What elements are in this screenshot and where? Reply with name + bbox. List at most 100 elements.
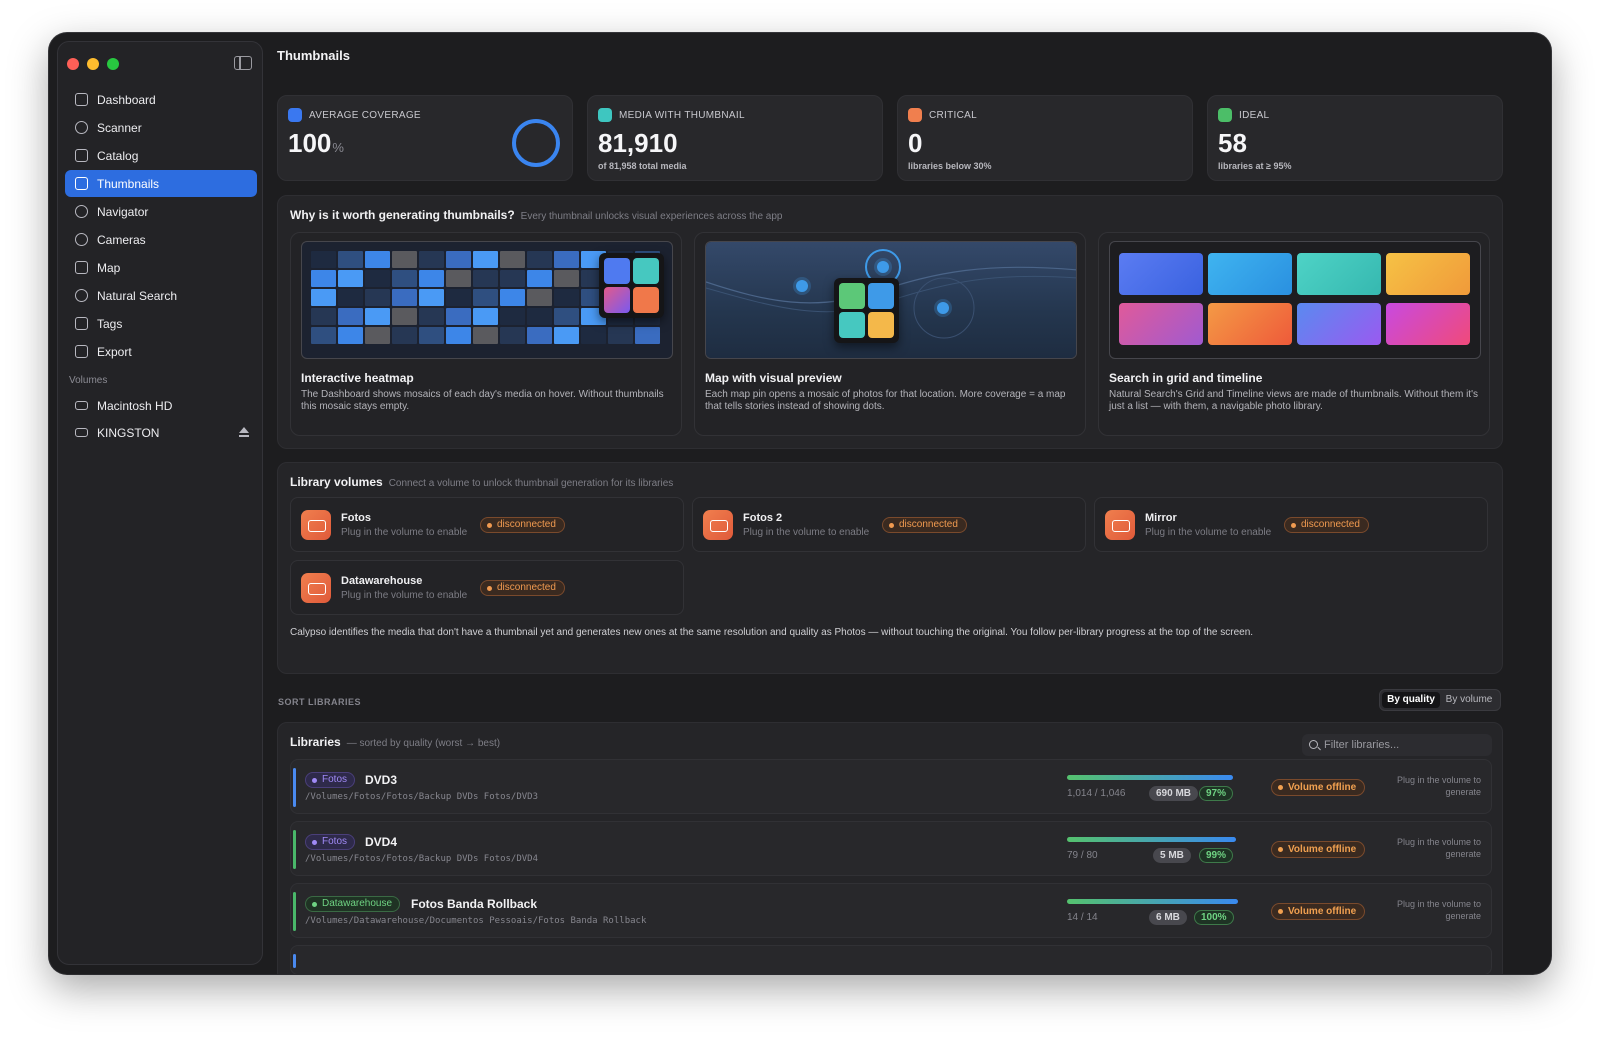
libraries-subtitle: — sorted by quality (worst → best)	[346, 738, 501, 749]
sort-segmented-control: By quality By volume	[1379, 689, 1501, 711]
coverage-ring	[512, 119, 560, 167]
main-content: Thumbnails AVERAGE COVERAGE 100% MEDIA W…	[277, 33, 1551, 974]
heatmap-cell	[473, 289, 498, 306]
search-grid-illustration	[1109, 241, 1481, 359]
sidebar-item-tags[interactable]: Tags	[65, 310, 257, 337]
volume-offline-badge: Volume offline	[1271, 841, 1366, 858]
feature-desc: The Dashboard shows mosaics of each day'…	[301, 389, 664, 412]
checkmark-icon	[1218, 108, 1232, 122]
filter-libraries-input[interactable]: Filter libraries...	[1302, 734, 1492, 756]
sidebar-item-navigator[interactable]: Navigator	[65, 198, 257, 225]
volume-card-datawarehouse[interactable]: Datawarehouse Plug in the volume to enab…	[290, 560, 684, 615]
map-illustration	[705, 241, 1077, 359]
broadcast-icon	[75, 121, 88, 134]
close-window-button[interactable]	[67, 58, 79, 70]
sidebar-volume-macintosh-hd[interactable]: Macintosh HD	[65, 392, 257, 419]
feature-card-heatmap: Interactive heatmap The Dashboard shows …	[290, 232, 682, 436]
feature-card-map: Map with visual preview Each map pin ope…	[694, 232, 1086, 436]
libraries-panel: Libraries — sorted by quality (worst → be…	[277, 722, 1503, 974]
heatmap-cell	[338, 270, 363, 287]
heatmap-cell	[446, 289, 471, 306]
heatmap-cell	[473, 270, 498, 287]
zoom-window-button[interactable]	[107, 58, 119, 70]
drive-icon	[75, 428, 88, 437]
sidebar-item-scanner[interactable]: Scanner	[65, 114, 257, 141]
sidebar-toggle-icon[interactable]	[234, 56, 252, 70]
coverage-progress-bar	[1067, 899, 1238, 904]
status-badge: disconnected	[1284, 517, 1369, 533]
sidebar-item-label: Cameras	[97, 232, 146, 247]
heatmap-cell	[446, 327, 471, 344]
generate-note: Plug in the volume to generate	[1396, 837, 1481, 859]
sidebar-item-cameras[interactable]: Cameras	[65, 226, 257, 253]
drive-icon	[301, 510, 331, 540]
why-title: Why is it worth generating thumbnails?	[290, 208, 515, 222]
sidebar-item-label: Export	[97, 344, 132, 359]
sidebar-item-export[interactable]: Export	[65, 338, 257, 365]
library-row[interactable]: Fotos DVD4 /Volumes/Fotos/Fotos/Backup D…	[290, 821, 1492, 876]
heatmap-cell	[392, 308, 417, 325]
minimize-window-button[interactable]	[87, 58, 99, 70]
why-subtitle: Every thumbnail unlocks visual experienc…	[520, 211, 783, 222]
volume-card-mirror[interactable]: Mirror Plug in the volume to enable disc…	[1094, 497, 1488, 552]
page-title: Thumbnails	[277, 48, 350, 63]
heatmap-cell	[365, 308, 390, 325]
coverage-percent-badge: 99%	[1199, 848, 1234, 863]
sidebar-item-thumbnails[interactable]: Thumbnails	[65, 170, 257, 197]
map-mosaic-popover	[834, 278, 899, 343]
libraries-title: Libraries	[290, 735, 341, 749]
heatmap-cell	[554, 308, 579, 325]
heatmap-cell	[500, 289, 525, 306]
heatmap-cell	[365, 251, 390, 268]
heatmap-cell	[338, 251, 363, 268]
kpi-media-with-thumbnail: MEDIA WITH THUMBNAIL 81,910 of 81,958 to…	[587, 95, 883, 181]
library-row[interactable]	[290, 945, 1492, 974]
heatmap-cell	[608, 327, 633, 344]
heatmap-mosaic-popover	[599, 253, 664, 318]
grid-icon	[75, 93, 88, 106]
library-path: /Volumes/Fotos/Fotos/Backup DVDs Fotos/D…	[305, 792, 538, 802]
map-pin-icon	[796, 280, 808, 292]
kpi-critical: CRITICAL 0 libraries below 30%	[897, 95, 1193, 181]
exclamation-icon	[908, 108, 922, 122]
heatmap-cell	[419, 270, 444, 287]
volumes-title: Library volumes	[290, 475, 383, 489]
sidebar-volume-label: KINGSTON	[97, 425, 160, 440]
heatmap-cell	[527, 308, 552, 325]
sort-libraries-label: SORT LIBRARIES	[278, 697, 362, 707]
volume-sub: Plug in the volume to enable	[1145, 527, 1272, 538]
sidebar-volume-kingston[interactable]: KINGSTON	[65, 419, 257, 446]
sidebar-item-dashboard[interactable]: Dashboard	[65, 86, 257, 113]
sidebar-volume-label: Macintosh HD	[97, 398, 173, 413]
eject-icon[interactable]	[239, 427, 249, 437]
volumes-note: Calypso identifies the media that don't …	[290, 627, 1254, 638]
photo-stack-icon	[75, 177, 88, 190]
heatmap-cell	[527, 289, 552, 306]
volume-tag: Fotos	[305, 834, 356, 850]
coverage-progress-bar	[1067, 837, 1237, 842]
library-row[interactable]: Fotos DVD3 /Volumes/Fotos/Fotos/Backup D…	[290, 759, 1492, 814]
heatmap-cell	[392, 327, 417, 344]
sidebar-item-label: Thumbnails	[97, 176, 160, 191]
heatmap-cell	[446, 270, 471, 287]
heatmap-cell	[500, 251, 525, 268]
volume-card-fotos[interactable]: Fotos Plug in the volume to enable disco…	[290, 497, 684, 552]
heatmap-cell	[311, 308, 336, 325]
sidebar-item-catalog[interactable]: Catalog	[65, 142, 257, 169]
sidebar-item-label: Scanner	[97, 120, 142, 135]
sidebar-item-natural-search[interactable]: Natural Search	[65, 282, 257, 309]
app-window: Dashboard Scanner Catalog Thumbnails Nav…	[49, 33, 1551, 974]
kpi-value: 100	[288, 128, 332, 158]
kpi-label: IDEAL	[1239, 109, 1270, 121]
drive-icon	[703, 510, 733, 540]
volume-sub: Plug in the volume to enable	[341, 590, 468, 601]
sidebar-item-map[interactable]: Map	[65, 254, 257, 281]
volume-name: Fotos 2	[743, 512, 783, 524]
kpi-sub: of 81,958 total media	[598, 161, 687, 171]
map-pin-icon	[937, 302, 949, 314]
volume-card-fotos-2[interactable]: Fotos 2 Plug in the volume to enable dis…	[692, 497, 1086, 552]
library-name: DVD4	[365, 835, 398, 849]
sort-by-quality-button[interactable]: By quality	[1382, 692, 1440, 708]
library-row[interactable]: Datawarehouse Fotos Banda Rollback /Volu…	[290, 883, 1492, 938]
sort-by-volume-button[interactable]: By volume	[1445, 694, 1493, 705]
